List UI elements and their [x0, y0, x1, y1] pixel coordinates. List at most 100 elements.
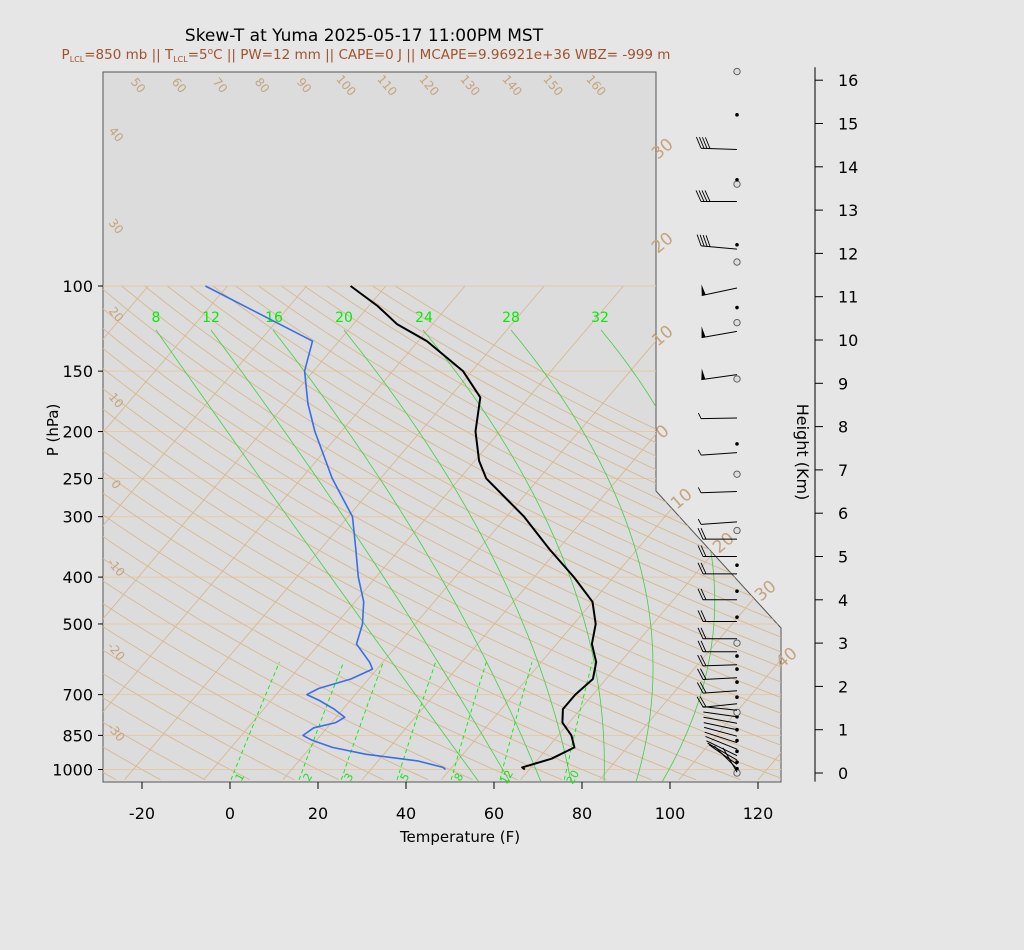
height-marker-dot — [735, 615, 739, 619]
wind-barb — [697, 668, 738, 681]
dry-adiabat-line — [235, 285, 781, 781]
mixing-ratio-label: 12 — [498, 768, 516, 787]
height-marker-dot — [735, 589, 739, 593]
wind-barb-shaft — [701, 452, 738, 456]
wind-barb-half-feather — [698, 412, 702, 419]
y-axis-tick-label: 200 — [62, 423, 93, 442]
wind-barb-shaft — [704, 731, 738, 744]
height-marker-circle — [733, 375, 741, 383]
wind-barb-shaft — [703, 722, 738, 731]
dry-adiabat-line — [103, 285, 563, 781]
wind-barb-feather — [700, 610, 707, 622]
moist-adiabat-label: 12 — [202, 310, 220, 326]
dry-adiabat-line — [103, 285, 384, 781]
dry-adiabat-line — [103, 285, 781, 781]
wind-barb — [696, 234, 738, 250]
mixing-ratio-line — [298, 662, 344, 780]
mixing-ratio-line — [340, 662, 384, 780]
x-axis-tick-label: 20 — [308, 804, 328, 823]
wind-barb — [697, 545, 737, 557]
wind-barb-shaft — [705, 735, 738, 750]
dry-adiabat-line — [103, 285, 518, 781]
wind-barb-shaft — [703, 677, 738, 681]
x-axis-tick-label: 120 — [743, 804, 774, 823]
wind-barb — [714, 745, 738, 770]
y-axis-tick-label: 100 — [62, 277, 93, 296]
wind-barb-feather — [697, 627, 704, 639]
wind-barb-shaft — [708, 744, 738, 765]
wind-barb — [695, 190, 737, 202]
height-marker-dot — [735, 177, 739, 182]
height-axis-tick-label: 6 — [838, 504, 848, 523]
wind-barb-shaft — [707, 742, 738, 761]
wind-barb — [697, 654, 738, 667]
wind-barb-feather — [698, 190, 705, 202]
dry-adiabat-line — [103, 285, 781, 781]
wind-barb-feather — [705, 235, 711, 247]
wind-barb — [706, 740, 738, 757]
moist-adiabat-label: 16 — [265, 310, 283, 326]
moist-adiabat-label: 28 — [502, 310, 520, 326]
wind-barb — [697, 487, 738, 494]
wind-barb — [696, 696, 738, 708]
wind-barb-feather — [700, 627, 707, 639]
height-marker-circle — [733, 526, 741, 535]
wind-barb-feather — [704, 190, 711, 202]
isotherm-line — [599, 285, 781, 781]
moist-adiabat-line — [510, 329, 654, 782]
height-marker-dot — [735, 113, 739, 117]
wind-barb — [697, 610, 737, 622]
wind-barb — [708, 744, 738, 765]
y-axis-tick-label: 850 — [62, 726, 93, 745]
dry-adiabat-line — [144, 285, 781, 781]
wind-barb-shaft — [703, 706, 738, 711]
height-marker-circle — [733, 258, 741, 266]
dry-adiabat-line — [103, 285, 652, 781]
dry-adiabat-line — [121, 285, 781, 781]
height-axis-title: Height (Km) — [793, 404, 812, 501]
wind-barb — [704, 731, 738, 744]
dry-adiabat-line — [258, 285, 781, 781]
moist-adiabat-line — [272, 329, 542, 782]
wind-barb-shaft — [703, 716, 738, 724]
height-axis-tick-label: 13 — [838, 201, 858, 220]
wind-barb-half-feather — [697, 518, 702, 525]
wind-barb-shaft — [701, 521, 738, 525]
moist-adiabat-line — [422, 329, 605, 782]
dry-adiabat-line — [103, 285, 429, 781]
wind-barb-flag — [701, 368, 706, 380]
dry-adiabat-line — [103, 285, 781, 781]
wind-barb — [701, 326, 738, 339]
height-marker-dot — [735, 680, 739, 684]
wind-barb-feather — [697, 668, 704, 680]
wind-barb-shaft — [714, 745, 738, 770]
wind-barb — [697, 627, 737, 640]
isotherm-line — [103, 285, 228, 781]
height-marker-dot — [735, 695, 739, 700]
wind-barb-shaft — [703, 664, 738, 667]
dry-adiabat-line — [103, 285, 473, 781]
axes: -20 0 20 40 60 80 100 1201001502002503004005007… — [52, 67, 858, 823]
height-marker-dot — [735, 442, 739, 446]
isotherm-line — [103, 285, 466, 781]
y-axis-tick-label: 300 — [62, 508, 93, 527]
moist-adiabat-line — [155, 329, 480, 782]
wind-barb-half-feather — [697, 487, 702, 494]
wind-barb-feather — [702, 234, 708, 247]
x-axis-tick-label: 0 — [225, 804, 235, 823]
height-marker-dot — [735, 242, 739, 247]
x-axis-tick-label: 100 — [655, 804, 686, 823]
moist-adiabat-label: 20 — [335, 310, 353, 326]
height-marker-circle — [733, 180, 741, 188]
dry-adiabat-line — [103, 285, 781, 781]
height-marker-circle — [733, 319, 741, 327]
y-axis-tick-label: 1000 — [52, 761, 93, 780]
wind-barb — [707, 742, 738, 761]
y-axis-title: P (hPa) — [44, 404, 62, 457]
wind-barb-feather — [697, 562, 704, 575]
dry-adiabat-line — [189, 285, 781, 781]
height-axis-tick-label: 0 — [838, 764, 848, 783]
wind-barb-shaft — [704, 726, 738, 737]
wind-barb — [703, 722, 738, 731]
